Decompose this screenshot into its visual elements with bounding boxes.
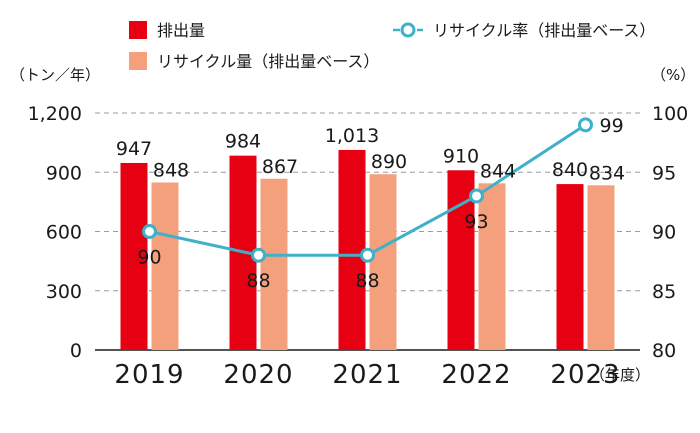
right-axis-unit: （%） [651, 66, 695, 84]
recycling-rate-line [142, 117, 593, 263]
rate-value-label: 99 [600, 115, 624, 137]
emission-value-label: 840 [552, 159, 588, 181]
recycling-value-label: 848 [153, 160, 189, 182]
axis-ticks: 0 80 300 85 600 90 900 95 1,200 100 2019 2020 2021 20… [28, 103, 689, 390]
x-tick-label: 2023 [550, 360, 620, 390]
right-tick-label: 85 [652, 281, 676, 303]
x-tick-label: 2021 [332, 360, 402, 390]
left-tick-label: 600 [46, 222, 82, 244]
recycling-bar [369, 174, 397, 350]
emission-value-label: 984 [225, 131, 261, 153]
recycling-bar [587, 185, 615, 350]
recycling-value-label: 890 [371, 151, 407, 173]
recycling-bar [151, 182, 179, 350]
emission-bar [120, 162, 148, 350]
recycling-value-label: 867 [262, 156, 298, 178]
emission-bar [338, 149, 366, 350]
left-tick-label: 0 [70, 340, 82, 362]
legend-swatch-emission [129, 21, 147, 39]
legend-label-recycling: リサイクル量（排出量ベース） [157, 52, 379, 71]
rate-value-label: 93 [464, 211, 488, 233]
rate-value-label: 88 [246, 270, 270, 292]
recycling-value-label: 844 [480, 160, 516, 182]
left-tick-label: 900 [46, 162, 82, 184]
left-axis-unit: （トン／年） [10, 66, 100, 84]
x-tick-label: 2020 [223, 360, 293, 390]
rate-point [360, 247, 375, 263]
right-tick-label: 80 [652, 340, 676, 362]
left-tick-label: 1,200 [28, 103, 82, 125]
rate-value-label: 88 [355, 270, 379, 292]
rate-point [251, 247, 266, 263]
legend-label-emission: 排出量 [157, 21, 205, 40]
right-tick-label: 90 [652, 222, 676, 244]
rate-point [142, 224, 157, 239]
x-tick-label: 2022 [441, 360, 511, 390]
recycling-bar [260, 178, 288, 350]
emission-value-label: 910 [443, 145, 479, 167]
legend-marker-rate [400, 22, 416, 38]
recycling-bar [478, 183, 506, 350]
x-axis-unit: （年度） [590, 366, 650, 384]
recycling-value-label: 834 [589, 162, 625, 184]
rate-point [578, 117, 593, 133]
gridlines [95, 112, 640, 351]
legend-label-rate: リサイクル率（排出量ベース） [433, 21, 655, 40]
right-tick-label: 100 [652, 103, 688, 125]
emission-bar [556, 184, 584, 350]
x-tick-label: 2019 [114, 360, 184, 390]
emission-value-label: 1,013 [325, 125, 379, 147]
legend-swatch-recycling [129, 52, 147, 70]
rate-value-label: 90 [137, 247, 161, 269]
emission-value-label: 947 [116, 138, 152, 160]
rate-point [469, 188, 484, 204]
left-tick-label: 300 [46, 281, 82, 303]
right-tick-label: 95 [652, 162, 676, 184]
